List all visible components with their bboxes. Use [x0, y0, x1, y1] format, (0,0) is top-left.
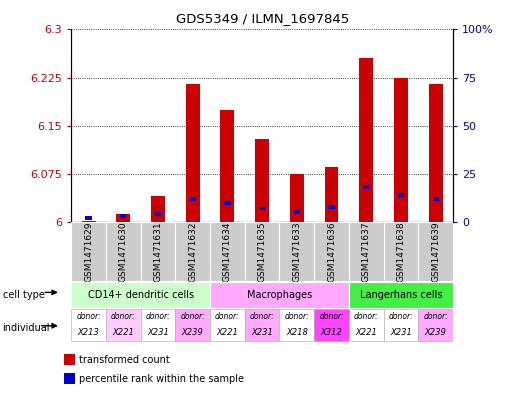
- Text: donor:: donor:: [111, 312, 136, 321]
- Bar: [279, 222, 314, 281]
- Text: GSM1471638: GSM1471638: [397, 221, 406, 282]
- Bar: [210, 281, 349, 308]
- Text: Macrophages: Macrophages: [247, 290, 312, 300]
- Text: GSM1471636: GSM1471636: [327, 221, 336, 282]
- Bar: [314, 309, 349, 341]
- Bar: [255, 139, 269, 222]
- Text: donor:: donor:: [180, 312, 205, 321]
- Bar: [384, 222, 418, 281]
- Bar: [349, 222, 384, 281]
- Bar: [210, 309, 245, 341]
- Bar: [325, 167, 338, 222]
- Bar: [140, 309, 176, 341]
- Text: X218: X218: [286, 328, 308, 337]
- Bar: [290, 174, 304, 222]
- Bar: [245, 309, 279, 341]
- Title: GDS5349 / ILMN_1697845: GDS5349 / ILMN_1697845: [176, 13, 349, 26]
- Text: donor:: donor:: [250, 312, 274, 321]
- Bar: [64, 354, 75, 365]
- Bar: [384, 309, 418, 341]
- Text: individual: individual: [3, 323, 50, 333]
- Bar: [314, 222, 349, 281]
- Bar: [220, 110, 234, 222]
- Bar: [86, 216, 92, 220]
- Text: GSM1471639: GSM1471639: [431, 221, 440, 282]
- Bar: [418, 309, 453, 341]
- Bar: [71, 309, 106, 341]
- Bar: [245, 222, 279, 281]
- Bar: [363, 185, 370, 189]
- Text: CD14+ dendritic cells: CD14+ dendritic cells: [88, 290, 194, 300]
- Bar: [398, 193, 404, 197]
- Bar: [155, 213, 161, 216]
- Text: GSM1471635: GSM1471635: [258, 221, 267, 282]
- Bar: [71, 222, 106, 281]
- Bar: [349, 281, 453, 308]
- Text: donor:: donor:: [146, 312, 171, 321]
- Bar: [176, 222, 210, 281]
- Text: X231: X231: [147, 328, 169, 337]
- Text: donor:: donor:: [354, 312, 379, 321]
- Text: donor:: donor:: [423, 312, 448, 321]
- Text: X312: X312: [321, 328, 343, 337]
- Text: GSM1471631: GSM1471631: [154, 221, 162, 282]
- Bar: [64, 373, 75, 384]
- Bar: [294, 211, 300, 214]
- Bar: [140, 222, 176, 281]
- Text: X231: X231: [390, 328, 412, 337]
- Text: transformed count: transformed count: [79, 355, 170, 365]
- Bar: [186, 84, 200, 222]
- Bar: [106, 309, 140, 341]
- Bar: [328, 205, 335, 209]
- Text: GSM1471633: GSM1471633: [292, 221, 301, 282]
- Bar: [120, 214, 126, 218]
- Text: donor:: donor:: [388, 312, 413, 321]
- Text: GSM1471637: GSM1471637: [362, 221, 371, 282]
- Bar: [279, 309, 314, 341]
- Bar: [359, 58, 373, 222]
- Bar: [71, 281, 210, 308]
- Text: GSM1471629: GSM1471629: [84, 221, 93, 282]
- Bar: [210, 222, 245, 281]
- Bar: [189, 197, 196, 201]
- Text: X221: X221: [112, 328, 134, 337]
- Bar: [418, 222, 453, 281]
- Bar: [429, 84, 443, 222]
- Bar: [394, 78, 408, 222]
- Text: GSM1471634: GSM1471634: [223, 221, 232, 282]
- Bar: [433, 197, 439, 201]
- Text: X239: X239: [425, 328, 446, 337]
- Text: percentile rank within the sample: percentile rank within the sample: [79, 374, 244, 384]
- Text: GSM1471630: GSM1471630: [119, 221, 128, 282]
- Text: Langerhans cells: Langerhans cells: [360, 290, 442, 300]
- Text: donor:: donor:: [319, 312, 344, 321]
- Text: donor:: donor:: [76, 312, 101, 321]
- Text: GSM1471632: GSM1471632: [188, 221, 197, 282]
- Text: donor:: donor:: [215, 312, 240, 321]
- Text: X213: X213: [78, 328, 100, 337]
- Text: X221: X221: [216, 328, 238, 337]
- Bar: [259, 207, 265, 211]
- Bar: [106, 222, 140, 281]
- Text: cell type: cell type: [3, 290, 44, 300]
- Text: donor:: donor:: [285, 312, 309, 321]
- Bar: [81, 221, 96, 222]
- Bar: [176, 309, 210, 341]
- Text: X231: X231: [251, 328, 273, 337]
- Bar: [151, 196, 165, 222]
- Text: X221: X221: [355, 328, 377, 337]
- Bar: [224, 201, 231, 205]
- Bar: [349, 309, 384, 341]
- Text: X239: X239: [182, 328, 204, 337]
- Bar: [117, 214, 130, 222]
